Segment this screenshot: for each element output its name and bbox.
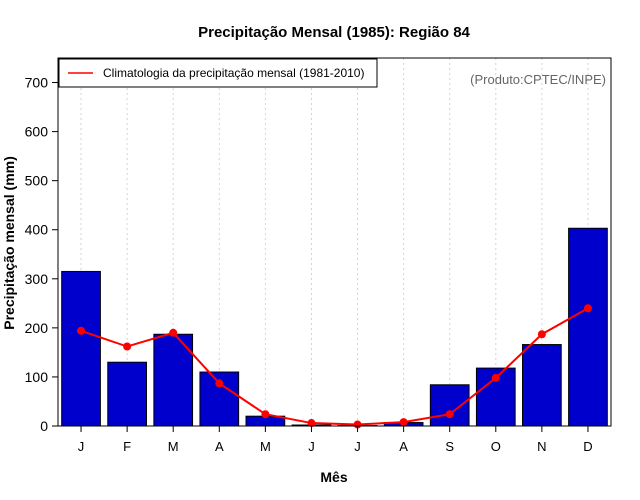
climatology-point-3 [215, 379, 224, 388]
y-tick-label: 700 [25, 75, 49, 91]
y-tick-label: 200 [25, 320, 49, 336]
chart-title: Precipitação Mensal (1985): Região 84 [198, 24, 470, 41]
x-tick-label: O [491, 439, 501, 454]
legend: Climatologia da precipitação mensal (198… [58, 58, 378, 88]
climatology-point-1 [123, 342, 132, 351]
x-tick-label: S [445, 439, 454, 454]
climatology-point-4 [261, 410, 270, 419]
y-tick-label: 0 [40, 418, 48, 434]
x-tick-label: A [215, 439, 224, 454]
y-axis: 0 100 200 300 400 500 600 700 [25, 75, 58, 434]
bar-10 [522, 344, 562, 427]
climatology-point-0 [77, 326, 86, 335]
bar-1 [107, 361, 147, 427]
x-tick-label: F [123, 439, 131, 454]
bar-0 [61, 270, 101, 427]
y-tick-label: 500 [25, 173, 49, 189]
climatology-point-2 [169, 328, 178, 337]
x-tick-label: J [78, 439, 85, 454]
legend-label: Climatologia da precipitação mensal (198… [103, 66, 364, 80]
bars [61, 227, 608, 427]
x-tick-label: D [583, 439, 592, 454]
legend-box [58, 58, 378, 88]
climatology-series [77, 304, 592, 429]
bar-11 [568, 227, 608, 427]
climatology-point-11 [583, 304, 592, 313]
climatology-point-5 [307, 419, 316, 428]
x-axis-label: Mês [320, 469, 347, 485]
x-tick-label: M [168, 439, 179, 454]
y-tick-label: 400 [25, 222, 49, 238]
climatology-point-8 [445, 410, 454, 419]
climatology-point-9 [491, 373, 500, 382]
y-axis-label: Precipitação mensal (mm) [1, 156, 17, 330]
climatology-point-10 [537, 330, 546, 339]
y-tick-label: 600 [25, 124, 49, 140]
x-tick-label: A [399, 439, 408, 454]
x-tick-label: J [308, 439, 315, 454]
climatology-point-6 [353, 420, 362, 429]
source-credit: (Produto:CPTEC/INPE) [470, 72, 606, 87]
plot-area-frame [57, 57, 612, 427]
x-tick-label: J [354, 439, 361, 454]
bar-2 [153, 333, 194, 427]
bar-8 [429, 384, 470, 427]
x-tick-label: N [537, 439, 546, 454]
climatology-point-7 [399, 418, 408, 427]
x-tick-label: M [260, 439, 271, 454]
y-tick-label: 300 [25, 271, 49, 287]
y-tick-label: 100 [25, 369, 49, 385]
climatology-line [80, 307, 589, 426]
